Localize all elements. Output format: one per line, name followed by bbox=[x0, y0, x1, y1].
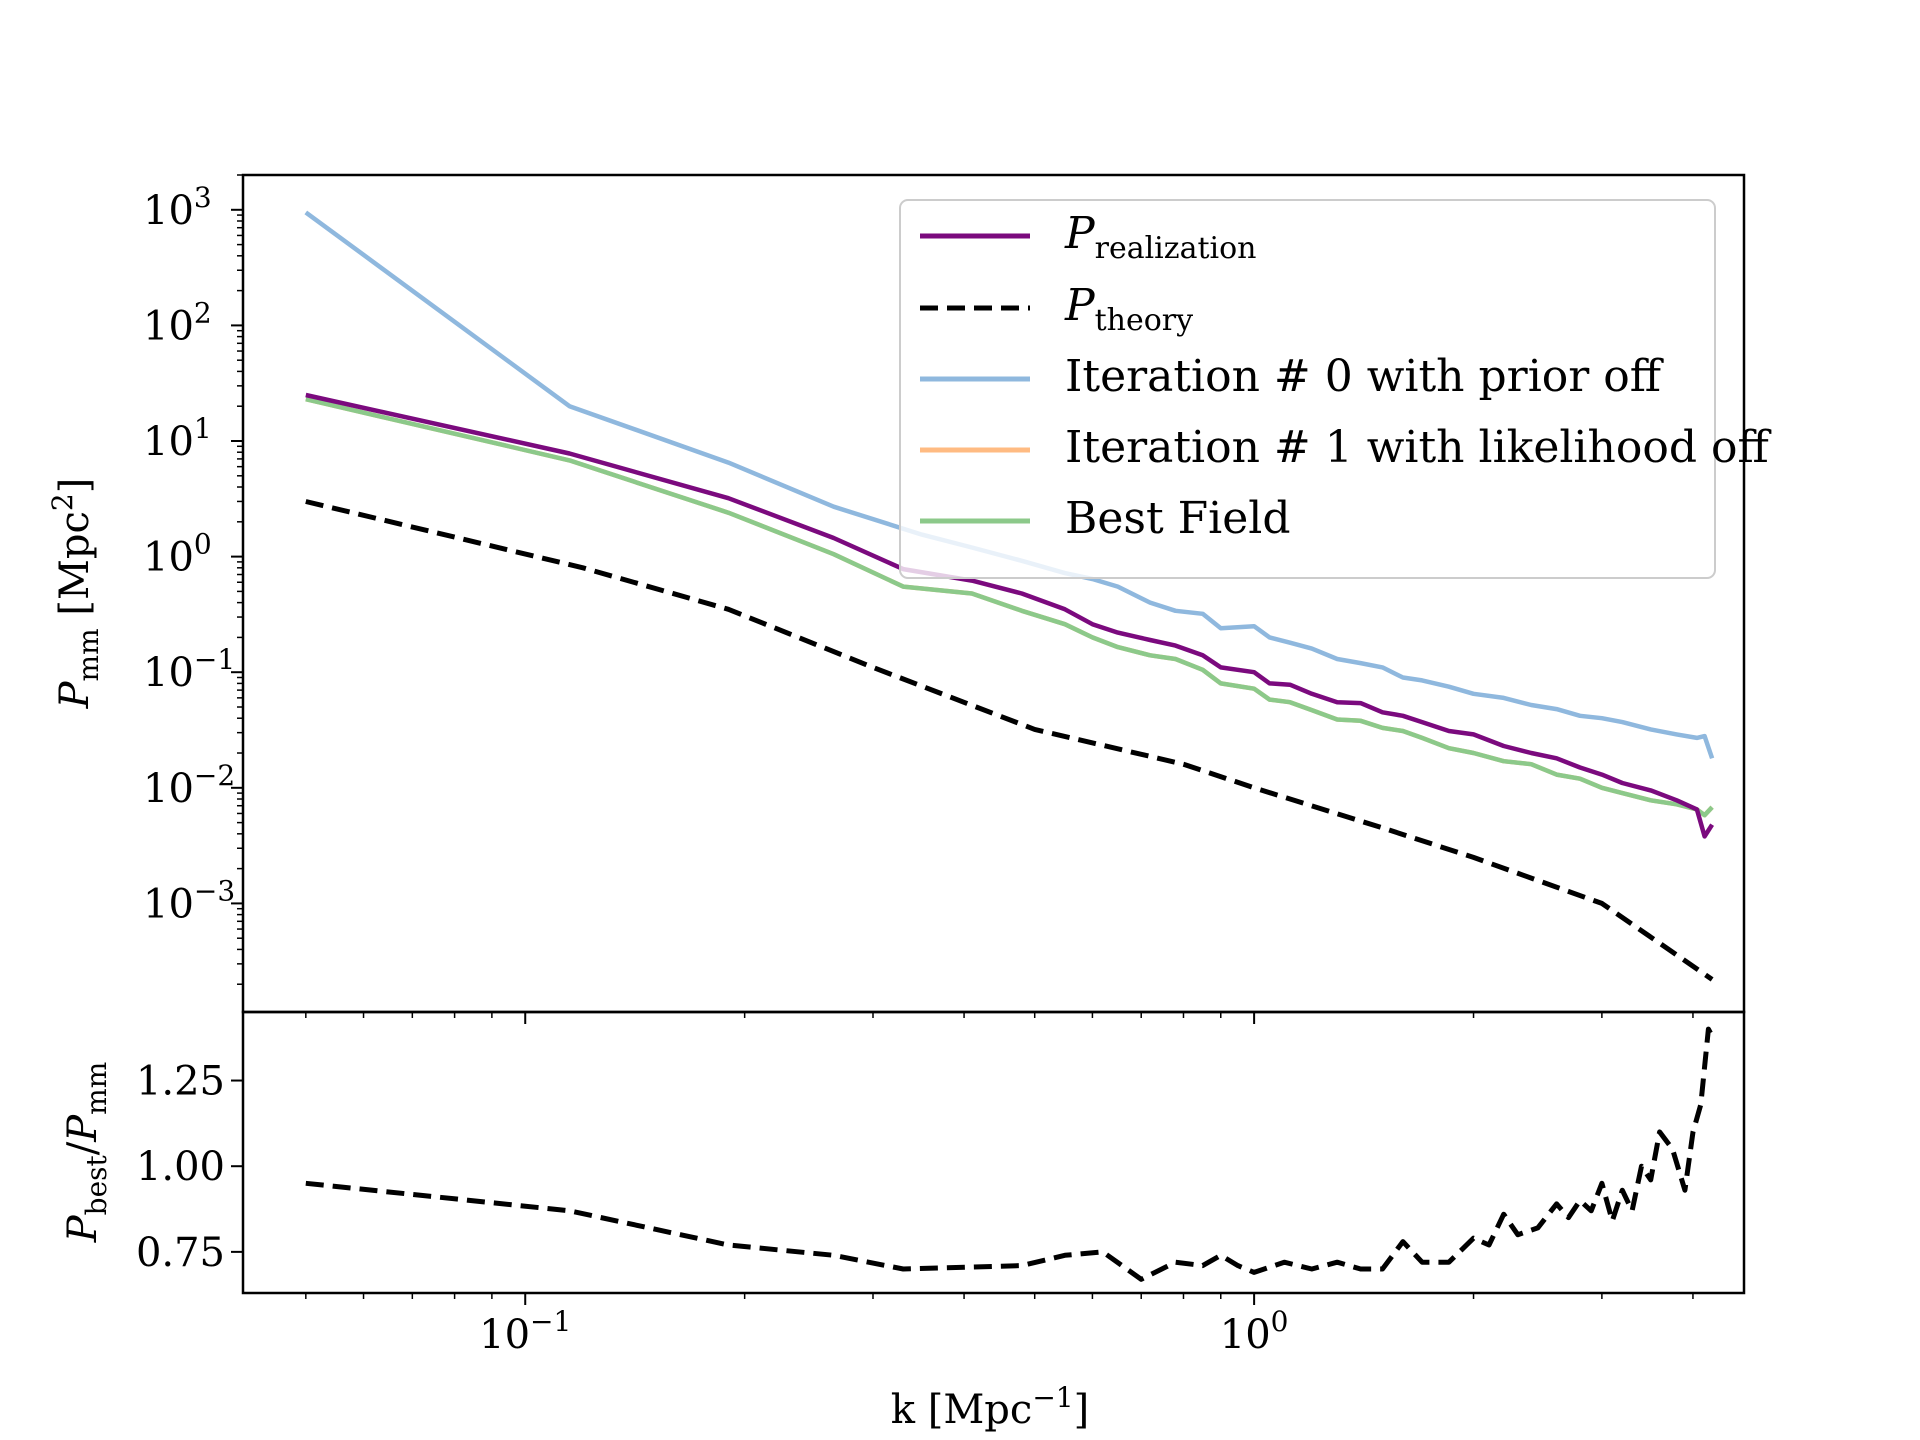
legend-label-iter0: Iteration # 0 with prior off bbox=[1065, 351, 1664, 402]
legend-label-best: Best Field bbox=[1065, 493, 1291, 544]
bottom-y-tick-label: 1.25 bbox=[136, 1059, 225, 1105]
bottom-y-tick-label: 0.75 bbox=[136, 1230, 225, 1276]
bottom-y-tick-label: 1.00 bbox=[136, 1144, 225, 1190]
legend-label-iter1: Iteration # 1 with likelihood off bbox=[1065, 422, 1771, 473]
